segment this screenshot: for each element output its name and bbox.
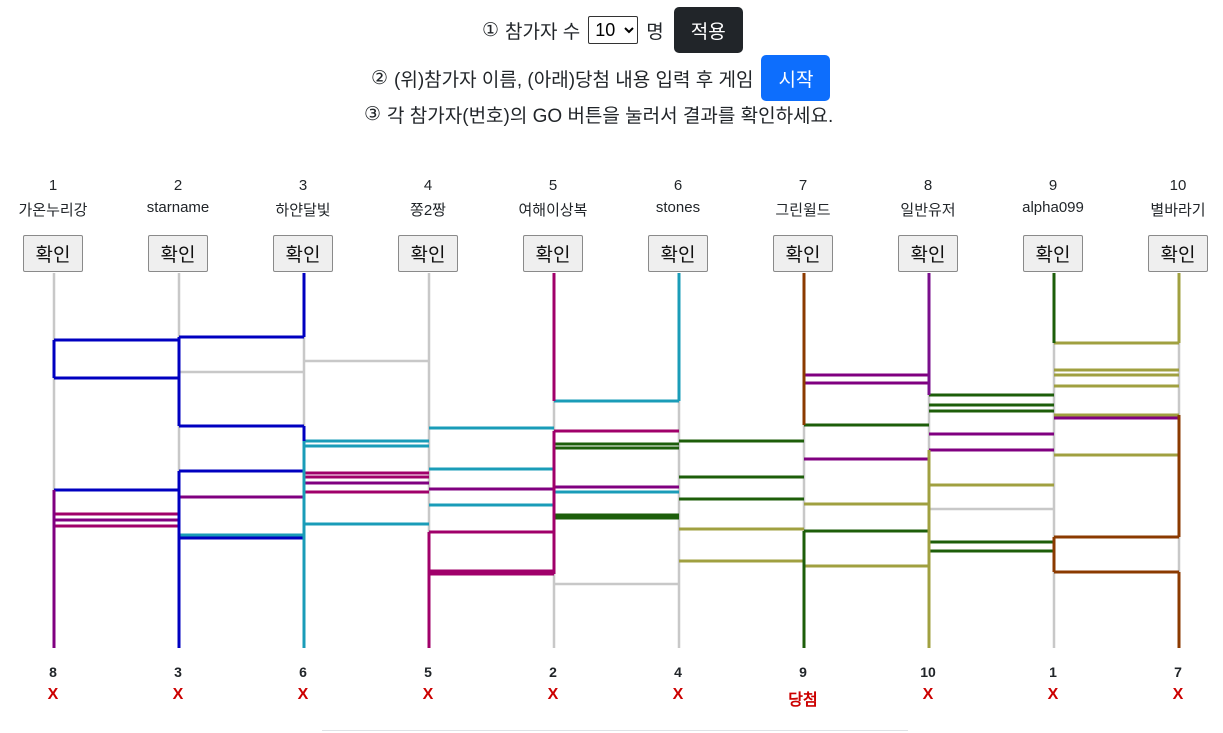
participant-number: 2 (173, 177, 183, 194)
participant-number: 3 (298, 177, 308, 194)
apply-button[interactable]: 적용 (673, 7, 743, 53)
result-number: 2 (549, 664, 557, 680)
participant-count-select[interactable]: 10 (588, 16, 639, 44)
result-number: 9 (799, 664, 807, 680)
participant-name[interactable]: 일반유저 (900, 202, 956, 219)
go-button-8[interactable]: 확인 (898, 235, 958, 272)
participant-number: 6 (673, 177, 683, 194)
go-button-7[interactable]: 확인 (773, 235, 833, 272)
participant-number: 8 (923, 177, 933, 194)
go-button-10[interactable]: 확인 (1148, 235, 1208, 272)
participant-number: 1 (48, 177, 58, 194)
participant-number: 10 (1169, 177, 1187, 194)
go-button-4[interactable]: 확인 (398, 235, 458, 272)
bottom-divider (322, 730, 908, 731)
prize-label[interactable]: X (297, 686, 309, 703)
participant-count-label: 참가자 수 (505, 21, 581, 43)
prize-label[interactable]: X (172, 686, 184, 703)
participant-name[interactable]: 하얀달빛 (275, 202, 331, 219)
result-number: 7 (1174, 664, 1182, 680)
participant-name[interactable]: stones (655, 199, 701, 216)
participant-name[interactable]: starname (146, 199, 210, 216)
participant-name[interactable]: alpha099 (1022, 199, 1084, 216)
participant-number: 4 (423, 177, 433, 194)
result-number: 1 (1049, 664, 1057, 680)
step-3-instruction: 각 참가자(번호)의 GO 버튼을 눌러서 결과를 확인하세요. (387, 105, 834, 127)
prize-label[interactable]: X (47, 686, 59, 703)
go-button-9[interactable]: 확인 (1023, 235, 1083, 272)
prize-label[interactable]: 당첨 (788, 692, 818, 709)
participant-name[interactable]: 가온누리강 (18, 202, 88, 219)
participant-name[interactable]: 여해이상복 (518, 202, 588, 219)
prize-label[interactable]: X (1047, 686, 1059, 703)
step-1-mark: ① (482, 19, 500, 41)
prize-label[interactable]: X (672, 686, 684, 703)
step-1-row: ① 참가자 수 10 명 적용 (0, 6, 1223, 54)
participant-name[interactable]: 그린윌드 (775, 202, 831, 219)
start-button[interactable]: 시작 (761, 55, 831, 101)
result-number: 10 (920, 664, 936, 680)
participant-name[interactable]: 쫑2짱 (410, 202, 446, 219)
result-number: 5 (424, 664, 432, 680)
go-button-6[interactable]: 확인 (648, 235, 708, 272)
result-number: 4 (674, 664, 682, 680)
step-3-row: ③ 각 참가자(번호)의 GO 버튼을 눌러서 결과를 확인하세요. (0, 100, 1223, 128)
go-button-1[interactable]: 확인 (23, 235, 83, 272)
participant-number: 7 (798, 177, 808, 194)
prize-label[interactable]: X (922, 686, 934, 703)
step-2-instruction: (위)참가자 이름, (아래)당첨 내용 입력 후 게임 (394, 69, 754, 91)
participant-number: 9 (1048, 177, 1058, 194)
result-number: 3 (174, 664, 182, 680)
go-button-3[interactable]: 확인 (273, 235, 333, 272)
go-button-2[interactable]: 확인 (148, 235, 208, 272)
prize-label[interactable]: X (547, 686, 559, 703)
prize-label[interactable]: X (422, 686, 434, 703)
result-number: 6 (299, 664, 307, 680)
participant-name[interactable]: 별바라기 (1150, 202, 1206, 219)
go-button-5[interactable]: 확인 (523, 235, 583, 272)
prize-label[interactable]: X (1172, 686, 1184, 703)
step-2-mark: ② (371, 67, 389, 89)
participant-number: 5 (548, 177, 558, 194)
result-number: 8 (49, 664, 57, 680)
step-3-mark: ③ (364, 103, 382, 125)
participant-count-unit: 명 (646, 21, 664, 43)
step-2-row: ② (위)참가자 이름, (아래)당첨 내용 입력 후 게임 시작 (0, 54, 1223, 102)
